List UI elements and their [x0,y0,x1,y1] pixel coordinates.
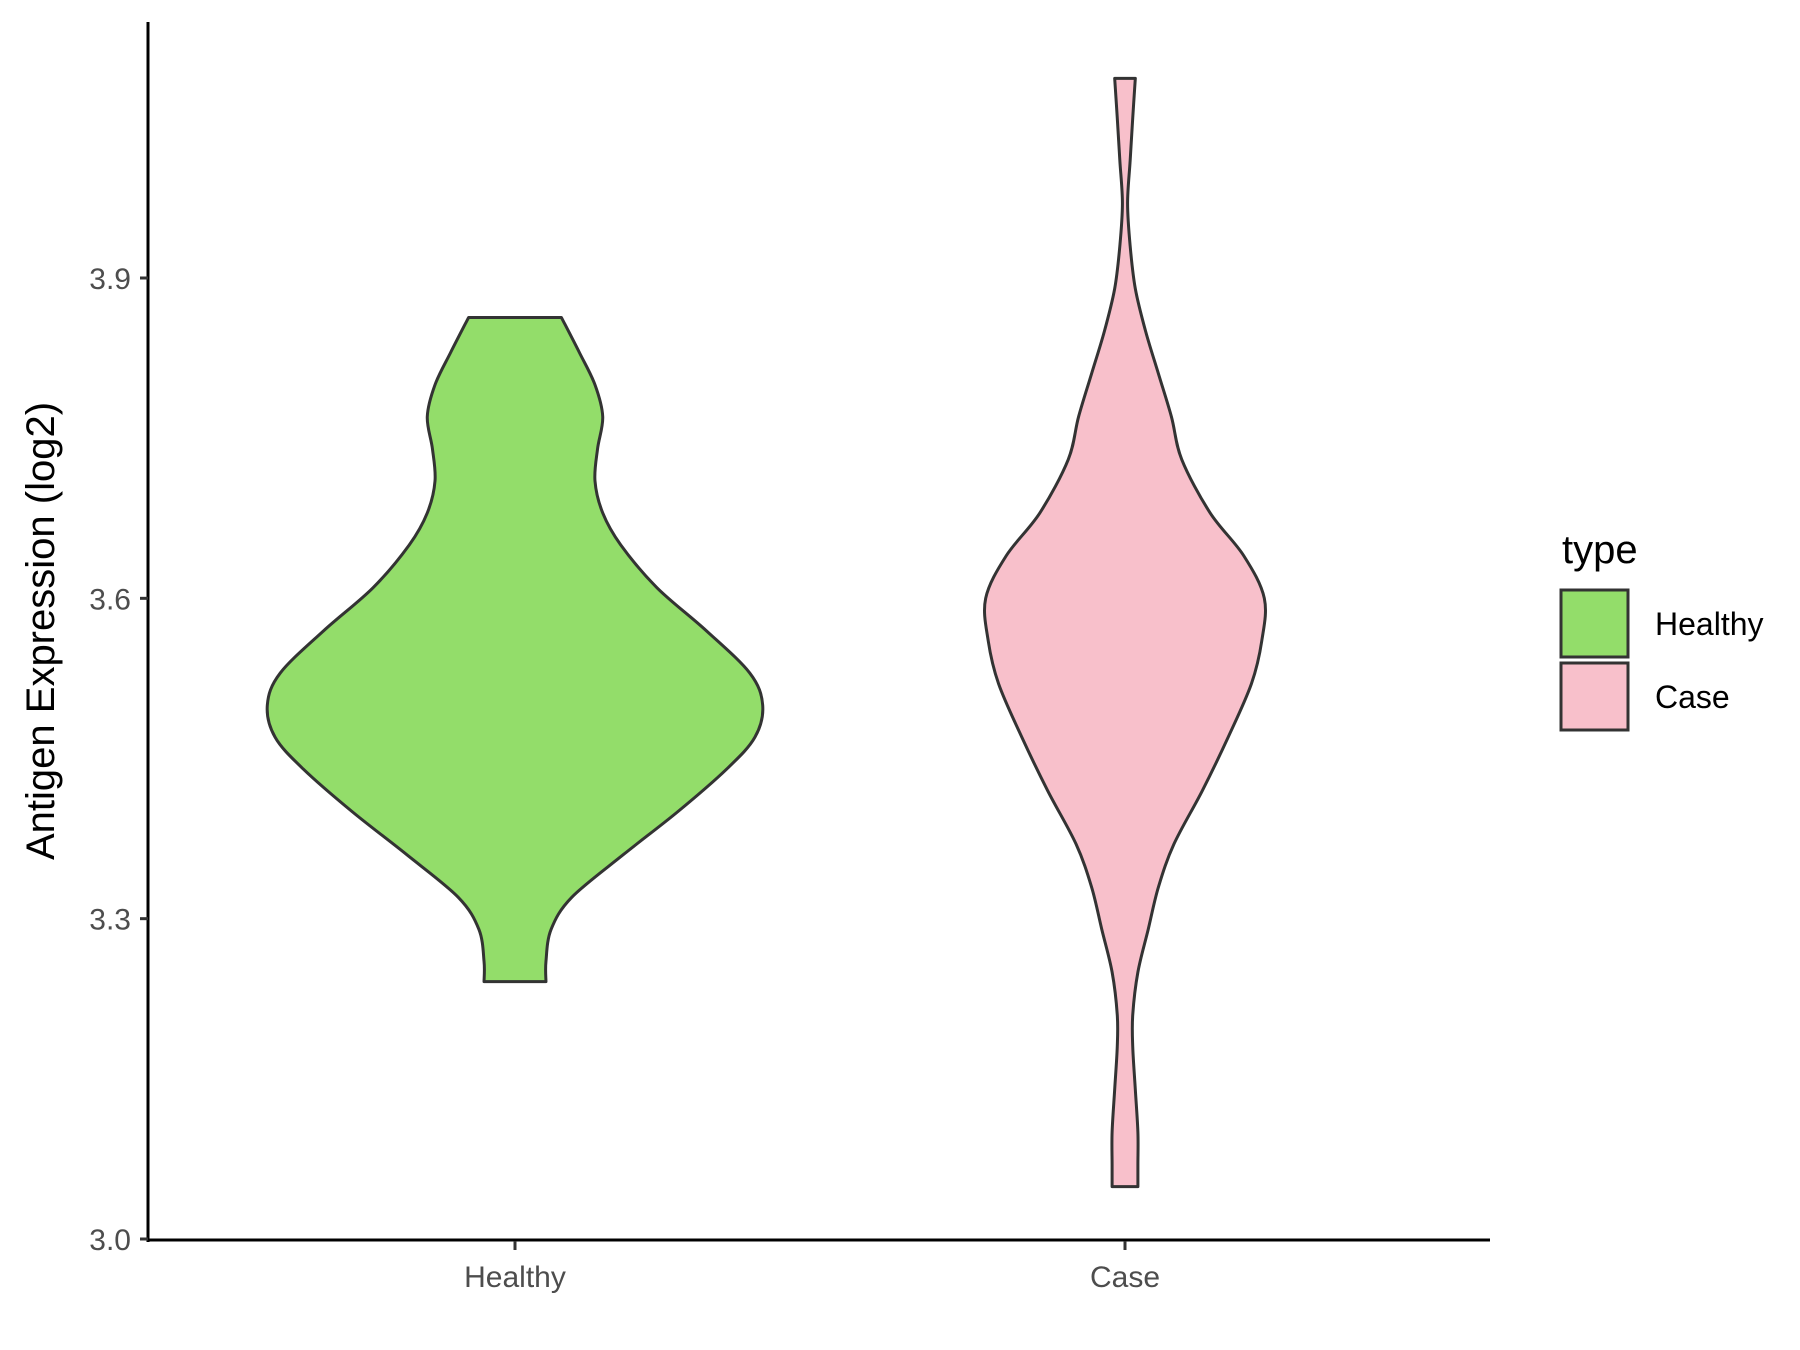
x-tick-label-healthy: Healthy [464,1261,566,1294]
y-tick-label: 3.6 [89,583,131,616]
y-tick-label: 3.0 [89,1224,131,1257]
violin-case [983,76,1267,1189]
violin-healthy [265,316,765,984]
axes [146,22,1490,1242]
x-ticks: Healthy Case [464,1241,1160,1294]
legend: type Healthy Case [1559,528,1764,732]
legend-items: Healthy Case [1559,588,1764,732]
y-tick-label: 3.3 [89,904,131,937]
legend-key-case [1559,661,1630,732]
y-tick-label: 3.9 [89,263,131,296]
y-ticks: 3.0 3.3 3.6 3.9 [89,263,148,1257]
violins [265,76,1267,1189]
y-axis-title: Antigen Expression (log2) [19,402,63,860]
legend-label-healthy: Healthy [1655,606,1764,642]
x-tick-label-case: Case [1090,1261,1160,1294]
legend-title: type [1562,528,1638,572]
legend-key-healthy [1559,588,1630,659]
legend-label-case: Case [1655,679,1730,715]
